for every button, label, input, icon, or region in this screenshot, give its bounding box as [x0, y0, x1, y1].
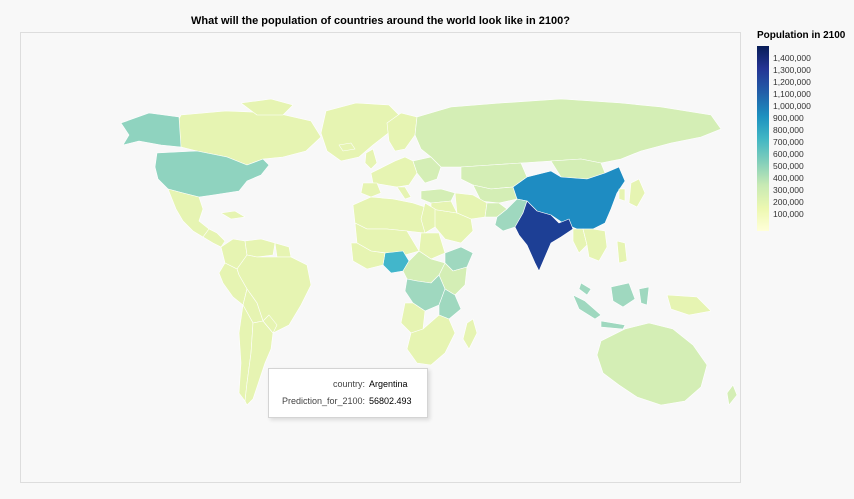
- country-uk[interactable]: [364, 148, 378, 170]
- country-saudi[interactable]: [430, 208, 474, 244]
- country-java[interactable]: [600, 320, 626, 330]
- country-spain[interactable]: [360, 182, 382, 198]
- legend-tick: 1,300,000: [773, 64, 811, 75]
- country-iceland[interactable]: [338, 142, 356, 152]
- tooltip-value: Argentina: [369, 378, 408, 389]
- legend-tick: 1,200,000: [773, 76, 811, 87]
- country-italy[interactable]: [396, 186, 412, 200]
- country-malaysia[interactable]: [578, 282, 592, 296]
- country-new-zealand[interactable]: [726, 384, 738, 406]
- legend-gradient-bar: [757, 46, 769, 231]
- legend-tick: 900,000: [773, 112, 804, 123]
- legend-tick: 500,000: [773, 160, 804, 171]
- country-papua[interactable]: [666, 294, 712, 316]
- country-cuba[interactable]: [220, 210, 246, 220]
- tooltip-value: 56802.493: [369, 395, 412, 406]
- choropleth-svg[interactable]: [21, 33, 742, 484]
- chart-title: What will the population of countries ar…: [191, 15, 570, 27]
- color-legend: Population in 2100 1,400,000 1,300,000 1…: [757, 30, 854, 231]
- tooltip-key: Prediction_for_2100:: [281, 395, 365, 406]
- country-scandinavia[interactable]: [386, 112, 418, 152]
- country-europe-west[interactable]: [370, 156, 418, 188]
- legend-body: 1,400,000 1,300,000 1,200,000 1,100,000 …: [757, 46, 854, 231]
- legend-tick: 1,000,000: [773, 100, 811, 111]
- country-japan[interactable]: [628, 178, 646, 208]
- legend-tick: 200,000: [773, 196, 804, 207]
- legend-tick: 700,000: [773, 136, 804, 147]
- country-myanmar[interactable]: [572, 228, 588, 254]
- country-madagascar[interactable]: [462, 318, 478, 350]
- country-egypt[interactable]: [420, 202, 436, 234]
- country-paraguay[interactable]: [262, 314, 278, 334]
- legend-tick: 100,000: [773, 208, 804, 219]
- country-borneo[interactable]: [610, 282, 636, 308]
- legend-tick: 1,400,000: [773, 52, 811, 63]
- country-sudan[interactable]: [418, 232, 446, 260]
- country-guianas[interactable]: [274, 242, 292, 258]
- country-canada-islands[interactable]: [240, 98, 294, 116]
- legend-tick: 600,000: [773, 148, 804, 159]
- country-sulawesi[interactable]: [638, 286, 650, 306]
- country-korea[interactable]: [618, 188, 626, 202]
- country-india[interactable]: [514, 200, 574, 272]
- legend-title: Population in 2100: [757, 30, 846, 41]
- country-australia[interactable]: [596, 322, 708, 406]
- country-venezuela[interactable]: [244, 238, 276, 258]
- country-philippines[interactable]: [616, 240, 628, 264]
- country-central-america[interactable]: [202, 228, 226, 248]
- legend-tick: 300,000: [773, 184, 804, 195]
- map-tooltip: country: Argentina Prediction_for_2100: …: [268, 368, 428, 418]
- legend-tick: 400,000: [773, 172, 804, 183]
- tooltip-row-country: country: Argentina: [269, 375, 427, 392]
- country-russia[interactable]: [414, 98, 722, 168]
- legend-tick: 1,100,000: [773, 88, 811, 99]
- tooltip-key: country:: [332, 378, 365, 389]
- country-alaska[interactable]: [120, 112, 182, 148]
- country-southern-africa[interactable]: [406, 314, 456, 366]
- legend-tick: 800,000: [773, 124, 804, 135]
- tooltip-row-prediction: Prediction_for_2100: 56802.493: [269, 392, 427, 409]
- country-west-africa[interactable]: [350, 242, 386, 270]
- country-usa[interactable]: [154, 150, 270, 198]
- country-sumatra[interactable]: [572, 294, 602, 320]
- country-indochina[interactable]: [582, 228, 608, 262]
